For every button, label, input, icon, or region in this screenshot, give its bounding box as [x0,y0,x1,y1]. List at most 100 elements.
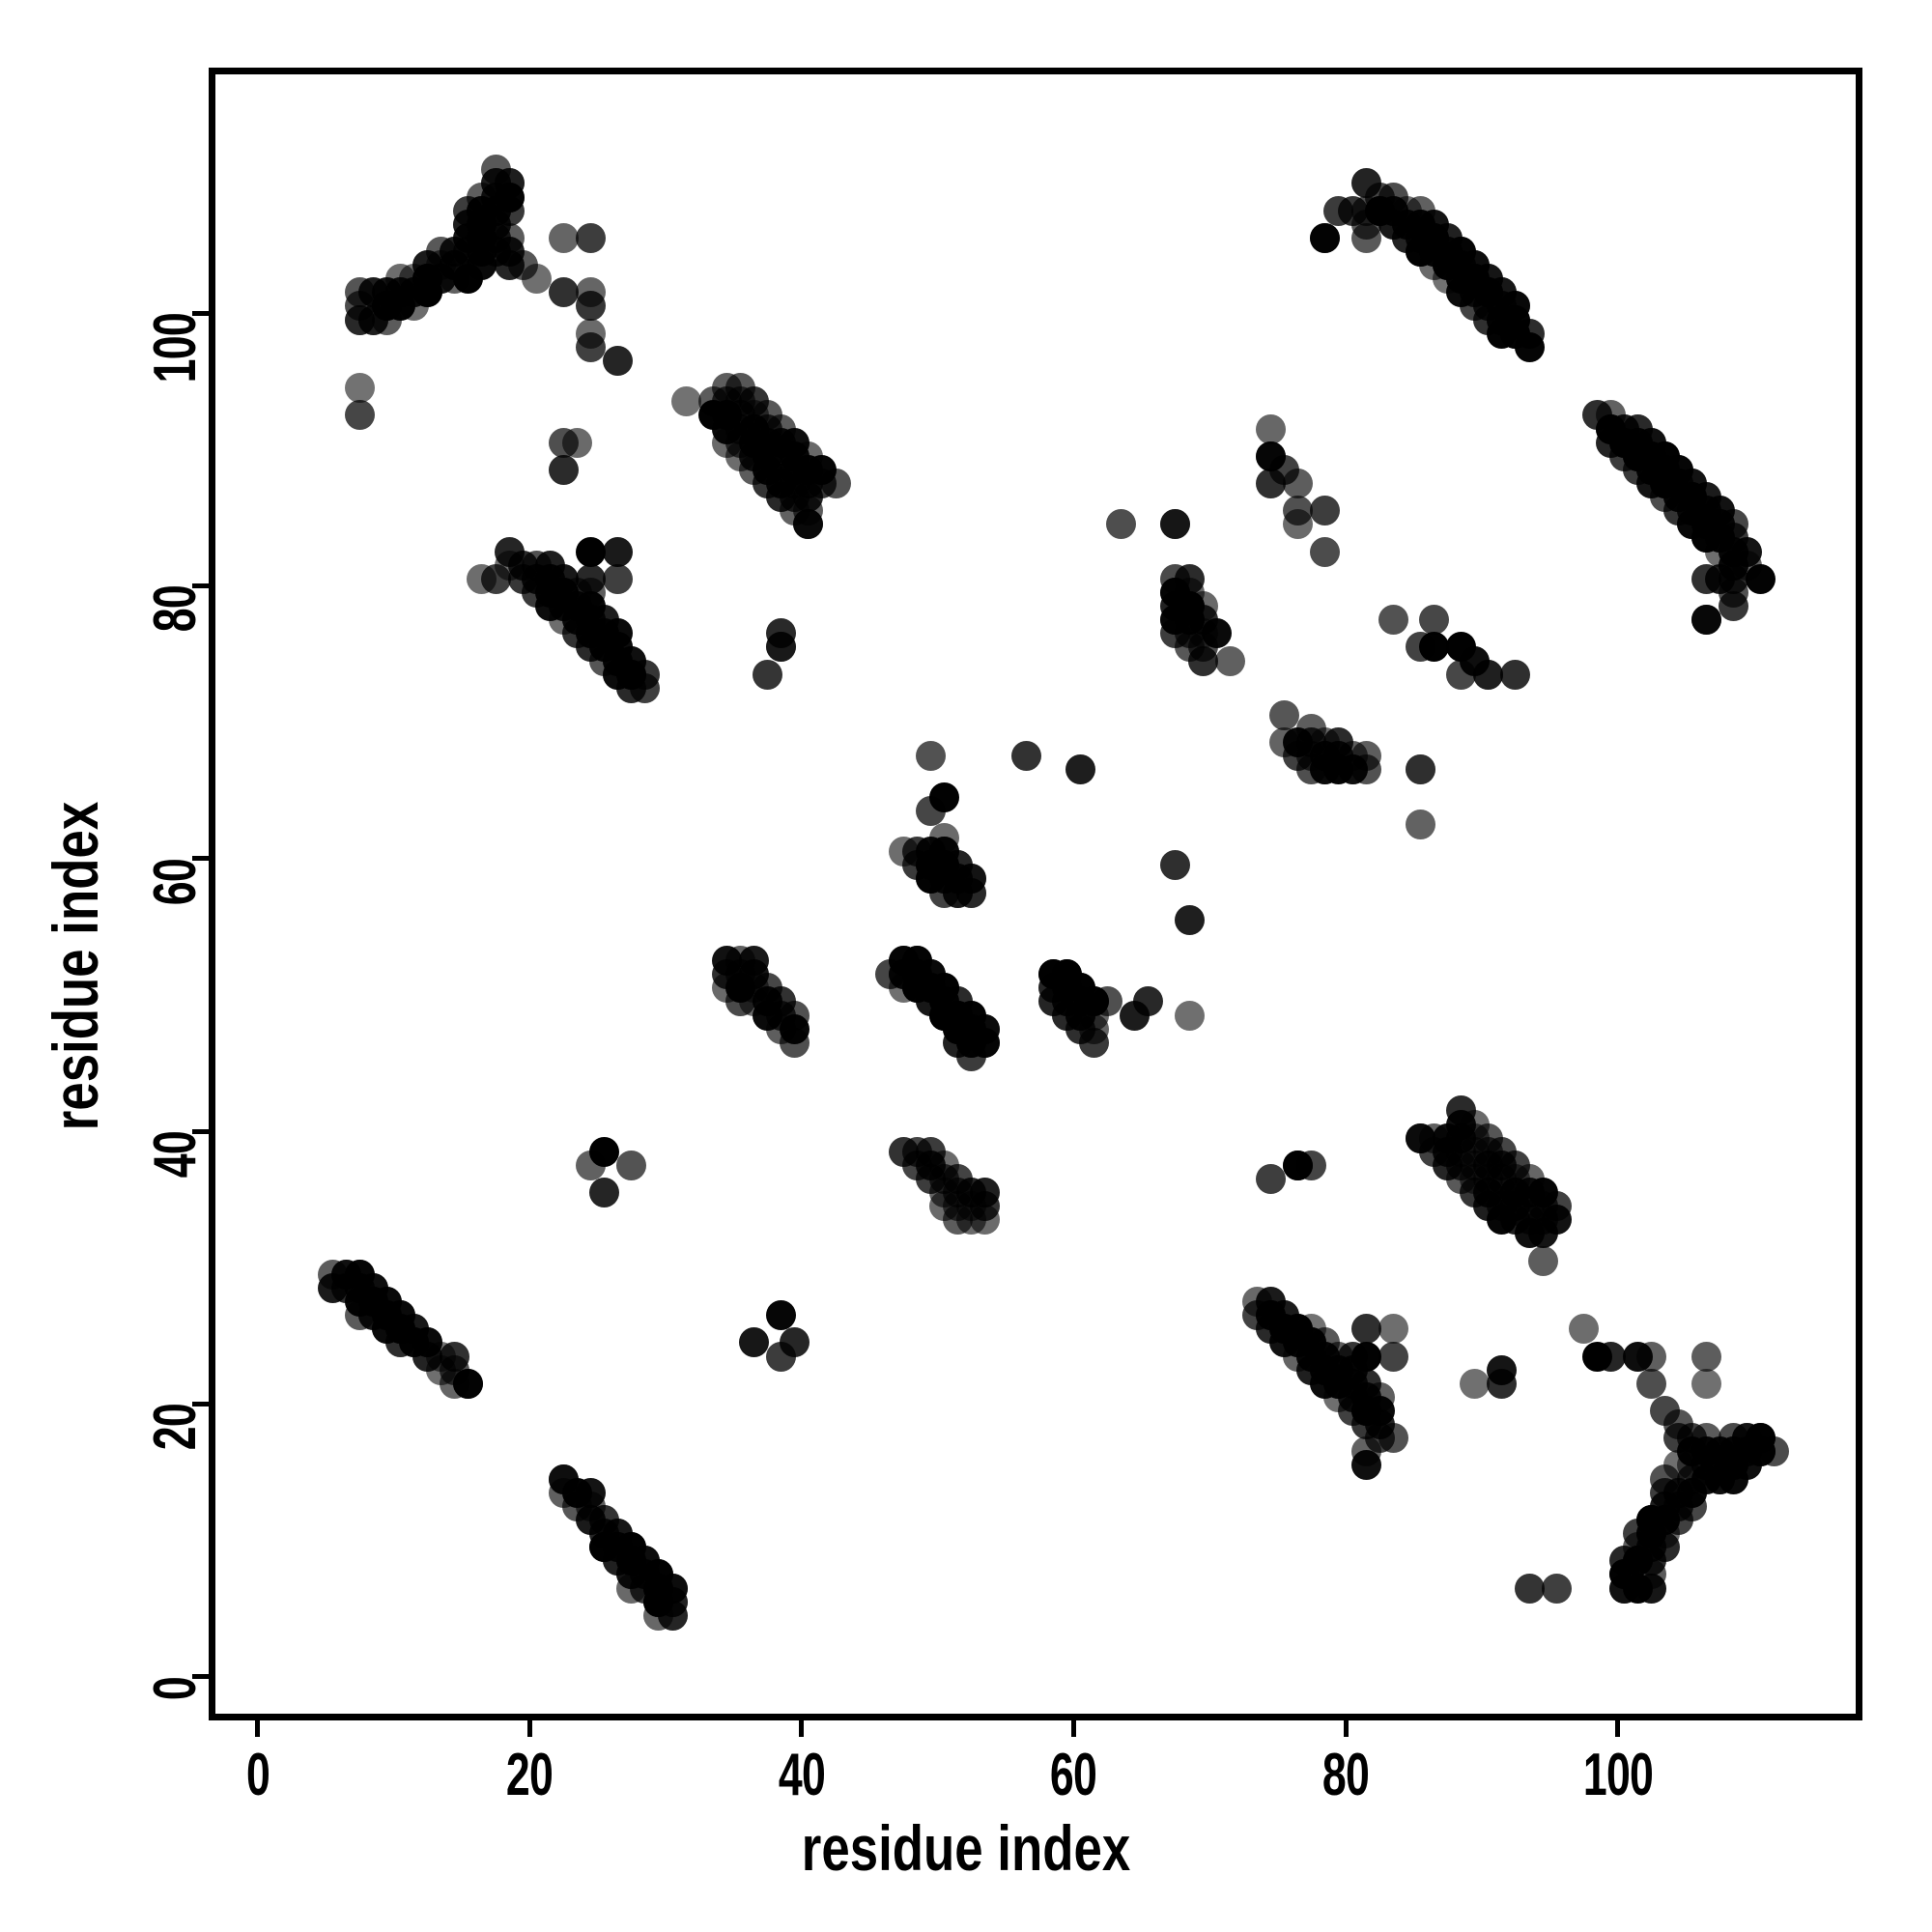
contact-point [1527,1218,1558,1249]
contact-point [1446,1095,1477,1126]
contact-point [1460,1368,1491,1399]
contact-point [1256,1163,1287,1194]
contact-point [576,318,607,349]
contact-point [1350,222,1381,253]
contact-point [956,864,987,895]
contact-point [1051,959,1082,990]
contact-point [562,427,592,458]
contact-point [1636,1368,1667,1399]
contact-point [697,386,728,417]
contact-point [1623,1341,1654,1372]
contact-point [1160,605,1191,636]
contact-point [576,563,607,594]
contact-point [616,1150,647,1180]
x-axis-tick-label: 40 [778,1742,826,1808]
contact-point [1256,413,1287,444]
x-axis-tick-label: 100 [1582,1742,1653,1808]
contact-point [1690,1341,1721,1372]
contact-point [480,155,511,185]
contact-point [576,291,607,322]
contact-point [1418,632,1449,663]
contact-point [357,304,388,335]
contact-point [670,386,701,417]
contact-point [929,823,960,854]
contact-point [1446,659,1477,690]
contact-point [1500,1178,1531,1208]
contact-point [916,741,947,772]
contact-point [1310,536,1341,567]
x-axis-tick-label: 60 [1050,1742,1097,1808]
contact-point [603,536,634,567]
contact-point [766,618,797,649]
contact-point [1636,1573,1667,1604]
contact-point [753,659,783,690]
contact-point [888,973,919,1004]
contact-point [820,469,851,498]
contact-point [1214,645,1245,676]
contact-point [1160,850,1191,881]
contact-point [1731,550,1762,581]
contact-point [1527,1245,1558,1276]
x-axis-tick [526,1720,532,1737]
y-axis-tick-label: 0 [142,1676,209,1700]
contact-point [1378,605,1408,636]
contact-point [1718,509,1748,540]
contact-point [1296,1150,1327,1180]
contact-point [1160,577,1191,608]
contact-point [766,1300,797,1331]
contact-point [1677,1477,1708,1508]
contact-point [1418,605,1449,636]
contact-point [1596,1341,1626,1372]
contact-point [344,373,375,404]
y-axis-tick-label: 40 [142,1131,209,1179]
contact-point [467,237,497,268]
contact-point [1514,1573,1545,1604]
contact-point [1677,1450,1708,1481]
contact-point [1174,1000,1205,1031]
y-axis-title: residue index [40,801,111,1131]
y-axis-tick [192,1674,209,1680]
contact-point [1269,700,1300,730]
contact-point [1106,509,1137,540]
contact-point [1731,1450,1762,1481]
contact-point [589,1178,620,1208]
contact-point [1310,222,1341,253]
contact-point [548,222,579,253]
contact-point [1690,563,1721,594]
contact-point [1378,1314,1408,1345]
contact-point [1160,509,1191,540]
contact-point [548,277,579,308]
contact-point [1010,741,1041,772]
contact-point [1256,1314,1287,1345]
contact-point [1174,904,1205,935]
contact-point [739,946,770,977]
contact-point [1256,469,1287,498]
contact-point [412,264,443,295]
y-axis-tick [192,1128,209,1134]
contact-point [467,182,497,213]
contact-point [384,1327,415,1358]
contact-point [603,345,634,376]
contact-point [916,1136,947,1167]
contact-point [576,222,607,253]
contact-point [1283,469,1314,498]
contact-point [1690,605,1721,636]
x-axis-tick [255,1720,261,1737]
y-axis-tick [192,582,209,588]
contact-point [929,781,960,812]
contact-point [1350,1314,1381,1345]
y-axis-tick-label: 20 [142,1404,209,1451]
contact-point [1568,1314,1599,1345]
contact-point [1446,632,1477,663]
contact-point [1350,1341,1381,1372]
x-axis-tick [1615,1720,1621,1737]
contact-point [317,1272,348,1303]
contact-point [1487,1354,1518,1385]
contact-point [643,1600,674,1631]
contact-point [739,413,770,444]
contact-point [1364,182,1395,213]
contact-point [603,563,634,594]
contact-point [344,400,375,431]
contact-point [548,454,579,485]
